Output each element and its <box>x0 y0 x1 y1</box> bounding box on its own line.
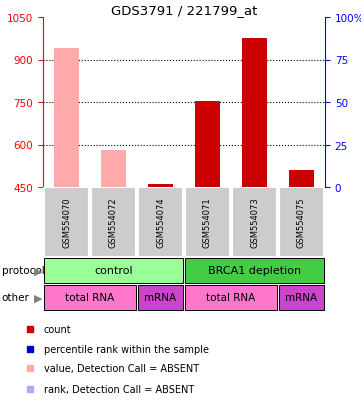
Bar <box>185 286 277 310</box>
Text: control: control <box>94 265 133 275</box>
Text: protocol: protocol <box>2 266 44 276</box>
Bar <box>279 188 324 257</box>
Text: total RNA: total RNA <box>206 292 256 302</box>
Text: BRCA1 depletion: BRCA1 depletion <box>208 265 301 275</box>
Bar <box>288 171 314 188</box>
Text: ▶: ▶ <box>34 266 42 276</box>
Bar <box>53 49 79 188</box>
Bar <box>44 286 136 310</box>
Text: GSM554071: GSM554071 <box>203 197 212 248</box>
Bar <box>242 39 268 188</box>
Bar <box>101 150 126 188</box>
Text: count: count <box>44 324 71 334</box>
Text: GSM554073: GSM554073 <box>250 197 259 248</box>
Bar <box>232 188 277 257</box>
Bar <box>279 286 324 310</box>
Text: other: other <box>2 293 30 303</box>
Bar <box>44 259 183 283</box>
Bar <box>185 188 230 257</box>
Text: GSM554072: GSM554072 <box>109 197 118 248</box>
Text: rank, Detection Call = ABSENT: rank, Detection Call = ABSENT <box>44 384 194 394</box>
Bar <box>185 259 324 283</box>
Text: GSM554075: GSM554075 <box>297 197 306 248</box>
Text: ▶: ▶ <box>34 293 42 303</box>
Bar <box>195 101 221 188</box>
Text: mRNA: mRNA <box>144 292 177 302</box>
Bar <box>44 188 89 257</box>
Bar <box>91 188 136 257</box>
Bar <box>138 286 183 310</box>
Bar <box>148 184 173 188</box>
Text: total RNA: total RNA <box>65 292 115 302</box>
Text: mRNA: mRNA <box>286 292 318 302</box>
Text: GSM554074: GSM554074 <box>156 197 165 248</box>
Text: value, Detection Call = ABSENT: value, Detection Call = ABSENT <box>44 363 199 373</box>
Bar <box>138 188 183 257</box>
Text: GSM554070: GSM554070 <box>62 197 71 248</box>
Title: GDS3791 / 221799_at: GDS3791 / 221799_at <box>111 4 257 17</box>
Text: percentile rank within the sample: percentile rank within the sample <box>44 344 209 354</box>
